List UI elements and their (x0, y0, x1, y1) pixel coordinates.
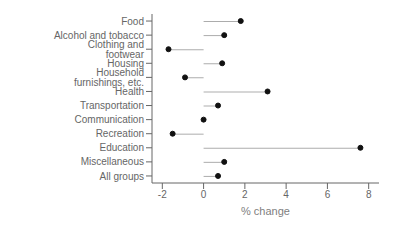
svg-text:0: 0 (201, 189, 207, 200)
svg-text:Alcohol and tobacco: Alcohol and tobacco (53, 29, 144, 41)
svg-text:Recreation: Recreation (96, 128, 144, 139)
svg-text:Health: Health (115, 86, 144, 97)
svg-text:Education: Education (100, 142, 144, 153)
svg-text:Miscellaneous: Miscellaneous (81, 156, 144, 167)
svg-text:Householdfurnishings, etc.: Householdfurnishings, etc. (74, 67, 144, 88)
svg-text:-2: -2 (158, 189, 167, 200)
svg-text:6: 6 (325, 189, 331, 200)
svg-text:2: 2 (242, 189, 248, 200)
svg-text:Housing: Housing (107, 57, 144, 69)
svg-text:% change: % change (241, 205, 290, 217)
svg-text:8: 8 (366, 189, 372, 200)
svg-text:Transportation: Transportation (80, 100, 144, 111)
svg-text:4: 4 (283, 189, 289, 200)
svg-text:Clothing andfootwear: Clothing andfootwear (88, 39, 145, 60)
svg-text:Food: Food (121, 16, 144, 27)
svg-text:Communication: Communication (75, 114, 144, 125)
svg-text:All groups: All groups (100, 171, 144, 182)
